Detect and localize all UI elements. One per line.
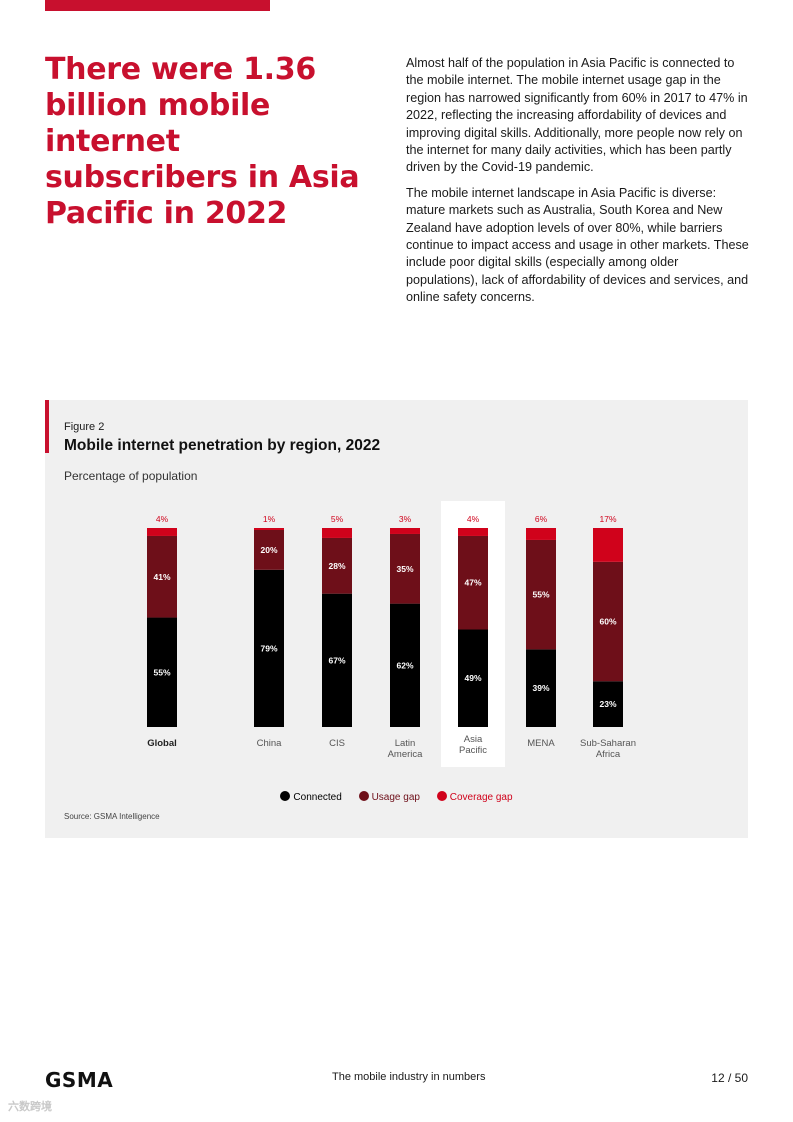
data-label-usage-gap-china: 20% <box>260 545 277 555</box>
bar-usage-gap-china <box>254 529 284 570</box>
legend-dot-connected <box>280 791 291 801</box>
bar-coverage-gap-cis <box>322 528 352 538</box>
data-label-connected-mena: 39% <box>532 683 549 693</box>
category-label-sub-saharan-africa-line-2: Africa <box>596 749 621 760</box>
bar-usage-gap-latin-america <box>390 533 420 604</box>
figure-source: Source: GSMA Intelligence <box>64 812 160 821</box>
bar-usage-gap-asia-pacific <box>458 535 488 630</box>
category-label-sub-saharan-africa-line-1: Sub-Saharan <box>580 738 636 749</box>
data-label-usage-gap-global: 41% <box>153 572 170 582</box>
data-label-connected-global: 55% <box>153 667 170 677</box>
legend-item-connected: Connected <box>280 791 342 803</box>
bar-connected-china <box>254 569 284 727</box>
category-label-global: Global <box>147 738 177 749</box>
bar-usage-gap-sub-saharan-africa <box>593 561 623 682</box>
category-label-mena: MENA <box>527 738 555 749</box>
figure-panel: Figure 2 Mobile internet penetration by … <box>45 400 748 838</box>
category-label-cis: CIS <box>329 738 345 749</box>
category-label-asia-pacific-line-1: Asia <box>464 734 483 745</box>
data-label-connected-asia-pacific: 49% <box>464 673 481 683</box>
bar-connected-cis <box>322 593 352 727</box>
bar-connected-latin-america <box>390 603 420 727</box>
page-headline: There were 1.36 billion mobile internet … <box>45 52 360 231</box>
watermark: 六数跨境 <box>8 1101 52 1113</box>
bar-coverage-gap-sub-saharan-africa <box>593 528 623 562</box>
legend-item-usage-gap: Usage gap <box>358 791 420 803</box>
data-label-usage-gap-mena: 55% <box>532 590 549 600</box>
legend-item-coverage-gap: Coverage gap <box>436 791 513 803</box>
legend-dot-usage-gap <box>358 791 369 801</box>
bar-usage-gap-cis <box>322 537 352 594</box>
figure-subtitle: Percentage of population <box>64 469 198 483</box>
page-number: 12 / 50 <box>711 1071 748 1085</box>
data-label-coverage-gap-global: 4% <box>156 514 169 524</box>
bar-coverage-gap-global <box>147 528 177 536</box>
data-label-coverage-gap-cis: 5% <box>331 514 344 524</box>
intro-text: Almost half of the population in Asia Pa… <box>406 55 752 315</box>
figure-title: Mobile internet penetration by region, 2… <box>64 437 381 454</box>
bar-coverage-gap-china <box>254 528 284 530</box>
category-label-latin-america-line-2: America <box>388 749 424 760</box>
category-label-latin-america-line-1: Latin <box>395 738 416 749</box>
bar-connected-global <box>147 617 177 727</box>
figure-accent-bar <box>45 400 49 453</box>
bar-connected-sub-saharan-africa <box>593 681 623 727</box>
data-label-connected-latin-america: 62% <box>396 660 413 670</box>
data-label-usage-gap-cis: 28% <box>328 561 345 571</box>
category-label-asia-pacific-line-2: Pacific <box>459 745 487 756</box>
data-label-connected-sub-saharan-africa: 23% <box>599 699 616 709</box>
data-label-connected-china: 79% <box>260 643 277 653</box>
bar-connected-asia-pacific <box>458 629 488 727</box>
data-label-usage-gap-latin-america: 35% <box>396 564 413 574</box>
legend-label-usage-gap: Usage gap <box>371 792 420 803</box>
data-label-coverage-gap-sub-saharan-africa: 17% <box>599 514 616 524</box>
category-label-china: China <box>257 738 283 749</box>
legend-label-coverage-gap: Coverage gap <box>449 792 513 803</box>
chart-legend: Connected Usage gap Coverage gap <box>45 791 748 803</box>
gsma-logo: GSMA <box>45 1068 114 1092</box>
legend-label-connected: Connected <box>293 792 342 803</box>
bar-coverage-gap-latin-america <box>390 528 420 534</box>
footer-title: The mobile industry in numbers <box>332 1071 486 1083</box>
bar-connected-mena <box>526 649 556 727</box>
stacked-bar-chart: 55% 41% 4% Global 79% 20% 1% China 67% 28% 5% CIS 62… <box>147 501 636 767</box>
data-label-coverage-gap-china: 1% <box>263 514 276 524</box>
figure-label: Figure 2 <box>64 421 105 433</box>
data-label-coverage-gap-latin-america: 3% <box>399 514 412 524</box>
top-accent-bar <box>45 0 270 11</box>
legend-dot-coverage-gap <box>436 791 447 801</box>
data-label-coverage-gap-mena: 6% <box>535 514 548 524</box>
data-label-usage-gap-sub-saharan-africa: 60% <box>599 617 616 627</box>
intro-paragraph-2: The mobile internet landscape in Asia Pa… <box>406 185 749 305</box>
data-label-connected-cis: 67% <box>328 655 345 665</box>
bar-coverage-gap-mena <box>526 528 556 540</box>
data-label-usage-gap-asia-pacific: 47% <box>464 578 481 588</box>
bar-usage-gap-global <box>147 535 177 618</box>
data-label-coverage-gap-asia-pacific: 4% <box>467 514 480 524</box>
intro-paragraph-1: Almost half of the population in Asia Pa… <box>406 56 748 175</box>
bar-usage-gap-mena <box>526 539 556 650</box>
bar-coverage-gap-asia-pacific <box>458 528 488 536</box>
